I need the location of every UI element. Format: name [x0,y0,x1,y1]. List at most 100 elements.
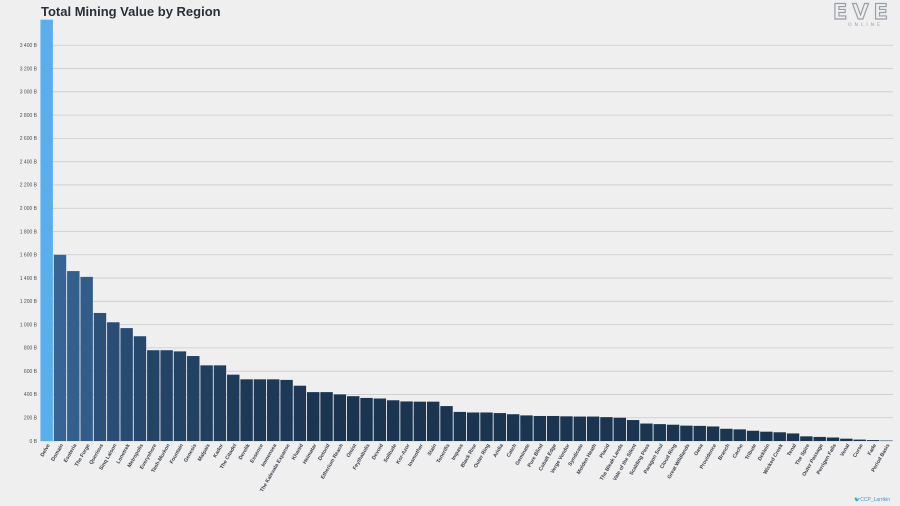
y-tick-label: 3 200 B [20,66,38,72]
bar [493,413,507,441]
category-label: Kador [212,443,225,459]
bar [546,415,560,441]
category-label: Derelik [238,443,252,461]
bar [653,424,666,441]
bar [853,439,866,441]
category-label: Tenal [786,443,798,458]
eve-online-logo: EVE ONLINE [832,0,893,28]
y-tick-label: 1 400 B [20,276,38,282]
bar [253,379,267,441]
category-label: Delve [40,443,52,458]
bar [200,365,213,441]
category-label: Omist [346,443,359,459]
bar [826,437,840,441]
chart-title: Total Mining Value by Region [41,4,221,19]
bar [786,433,800,441]
category-label: Branch [717,443,731,461]
y-tick-label: 2 800 B [20,113,38,119]
bar [386,400,400,441]
bar [440,406,453,441]
category-label: Aridia [492,443,505,459]
author-credit: 🐦CCP_Larrikin [854,497,890,503]
bar [533,415,547,441]
bar [626,420,640,441]
bar [706,426,720,441]
bar [293,385,307,441]
bar [800,436,813,441]
category-label: Oasa [693,443,705,457]
category-label: Devoid [371,443,385,461]
bar [320,392,333,441]
y-tick-label: 1 600 B [20,253,38,259]
bar [773,432,786,441]
bar [80,276,93,441]
bar [733,429,746,441]
y-tick-label: 1 200 B [20,299,38,305]
y-tick-label: 3 000 B [20,90,38,96]
category-label: Khanid [291,443,305,461]
category-label: Curse [852,443,865,459]
bar [133,336,147,441]
bar [173,351,187,441]
y-tick-label: 600 B [24,369,38,375]
bar [480,412,493,441]
y-tick-label: 1 800 B [20,229,38,235]
category-label: Tribute [744,443,758,461]
bar [840,438,853,441]
y-tick-label: 0 B [29,439,37,445]
bar [120,328,133,441]
bar [107,322,120,441]
bar [866,440,880,441]
y-tick-label: 2 200 B [20,183,38,189]
bar [360,397,373,441]
bar [666,424,680,441]
logo-text: EVE [833,0,893,24]
gridlines [40,44,893,442]
y-tick-label: 800 B [24,346,38,352]
bar [693,425,706,441]
bar [160,350,173,441]
bar [586,416,600,441]
category-label: Fade [867,443,878,457]
bar [613,417,626,441]
bar [453,411,467,441]
y-tick-label: 400 B [24,392,38,398]
category-label: Stain [427,443,439,457]
bar [400,401,413,441]
bar [227,374,240,441]
bar [187,356,200,441]
bar [67,271,80,441]
y-tick-label: 200 B [24,416,38,422]
bar [280,379,293,441]
bar [147,350,160,441]
bar [426,401,440,441]
y-tick-label: 2 600 B [20,136,38,142]
bar [466,412,480,441]
bar [53,254,67,441]
bar [373,398,387,441]
bar [213,365,227,441]
bar [720,428,733,441]
bar [413,401,427,441]
bar [346,396,360,441]
bars [40,19,893,442]
y-tick-label: 1 000 B [20,322,38,328]
y-tick-label: 2 400 B [20,159,38,165]
bar [680,425,693,441]
category-label: Impass [451,443,465,462]
y-tick-label: 3 400 B [20,43,38,49]
bar [520,415,533,441]
bar [307,392,320,441]
bar [506,414,520,441]
bar [813,436,826,441]
bar [746,430,760,441]
bar [93,312,107,441]
category-label: Catch [506,443,518,458]
bar [640,423,653,441]
bar [600,417,613,441]
bar [40,19,53,442]
y-tick-label: 2 000 B [20,206,38,212]
category-label: Genesis [183,443,198,464]
